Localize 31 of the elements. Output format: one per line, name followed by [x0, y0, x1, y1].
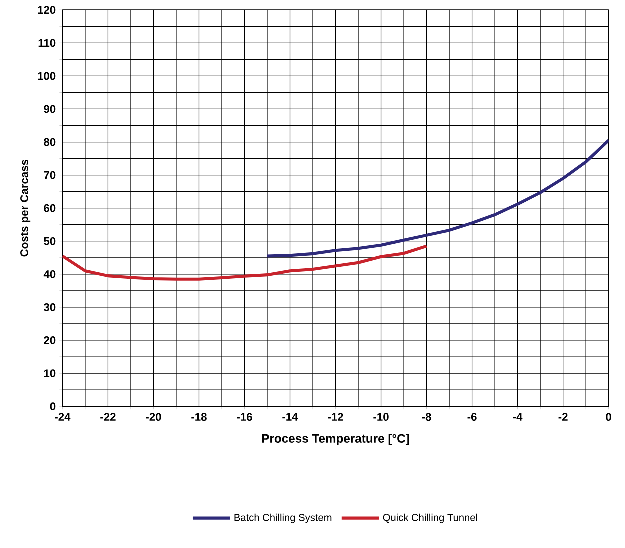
- x-tick-label: -24: [55, 413, 71, 421]
- x-tick-label: -14: [282, 413, 298, 421]
- y-tick-label: 90: [44, 105, 56, 114]
- y-tick-label: 30: [44, 303, 56, 312]
- y-tick-label: 10: [44, 370, 56, 378]
- line-series: [266, 139, 609, 258]
- x-tick-label: -10: [374, 413, 389, 421]
- y-tick-label: 40: [44, 270, 56, 278]
- y-tick-label: 70: [44, 171, 56, 180]
- x-tick-label: -2: [558, 413, 568, 421]
- y-tick-label: 0: [50, 402, 56, 410]
- y-tick-label: 110: [38, 39, 56, 48]
- x-tick-label: -12: [328, 413, 344, 421]
- x-tick-label: -20: [146, 413, 162, 421]
- legend-label: Quick Chilling Tunnel: [383, 514, 478, 524]
- x-tick-label: -18: [192, 413, 207, 421]
- y-tick-label: 20: [44, 336, 56, 344]
- y-tick-label: 50: [44, 237, 56, 246]
- x-tick-label: -16: [237, 413, 252, 421]
- y-tick-label: 120: [38, 6, 56, 14]
- y-axis-title: Costs per Carcass: [20, 160, 31, 257]
- y-tick-label: 80: [44, 138, 56, 146]
- x-tick-label: -4: [513, 413, 523, 421]
- y-tick-label: 60: [44, 204, 56, 212]
- legend-label: Batch Chilling System: [234, 514, 332, 524]
- x-tick-label: -8: [422, 413, 432, 421]
- x-axis-title: Process Temperature [°C]: [262, 434, 410, 446]
- x-tick-label: -22: [100, 413, 116, 421]
- y-tick-label: 100: [38, 72, 56, 80]
- x-tick-label: -6: [468, 413, 477, 421]
- x-tick-label: 0: [606, 413, 612, 421]
